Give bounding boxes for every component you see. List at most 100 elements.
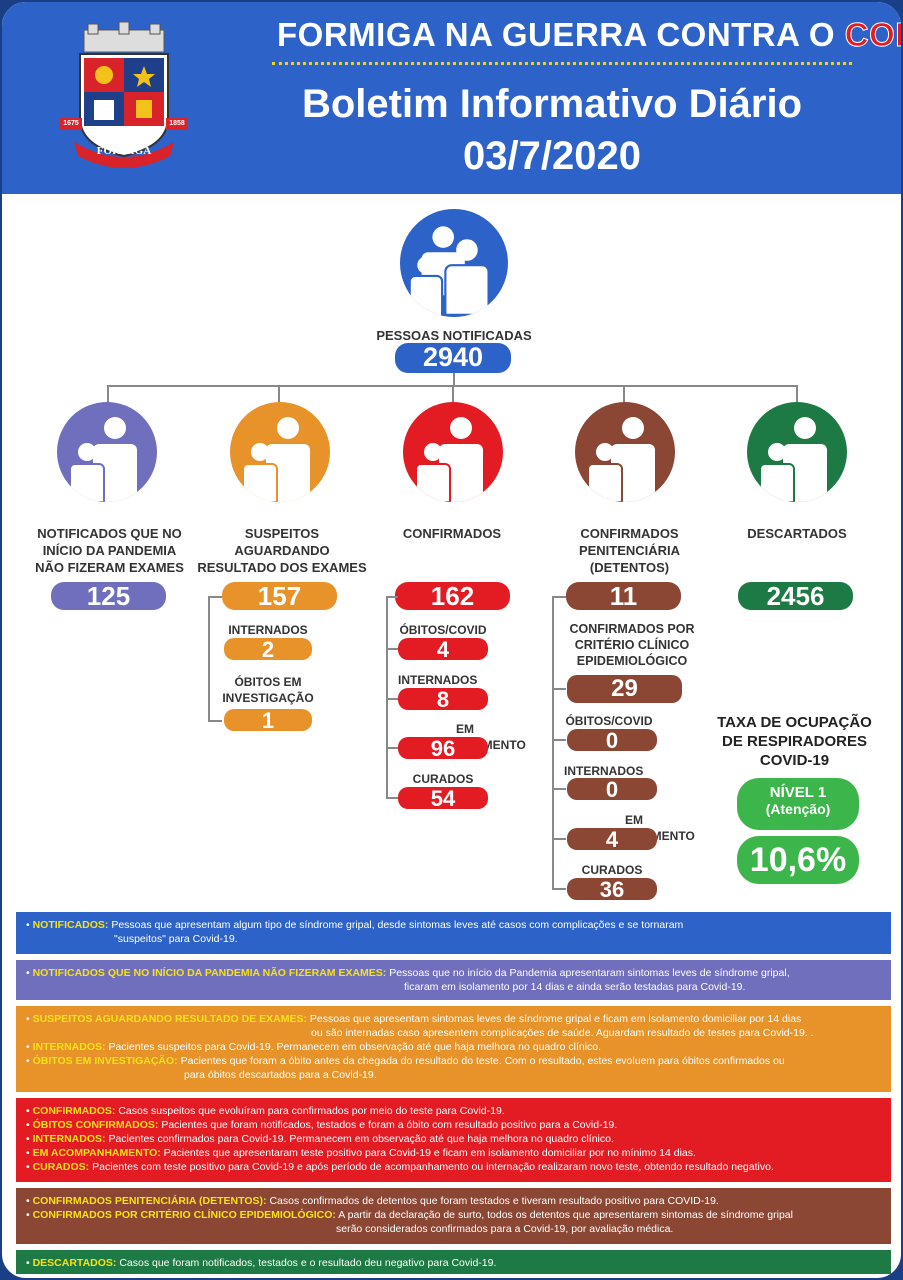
- legend-text: para óbitos descartados para a Covid-19.: [184, 1069, 377, 1081]
- label-discarded: DESCARTADOS: [747, 526, 847, 541]
- legend-key: SUSPEITOS AGUARDANDO RESULTADO DE EXAMES…: [32, 1013, 307, 1025]
- value-prison-recovered: 36: [567, 878, 657, 902]
- crest-name: FORMIGA: [96, 145, 152, 157]
- campaign-title-a: FORMIGA NA GUERRA CONTRA O: [277, 16, 836, 53]
- label-notified: PESSOAS NOTIFICADAS: [376, 328, 532, 343]
- legend-text: ficaram em isolamento por 14 dias e aind…: [404, 981, 746, 993]
- respirator-level-sub: (Atenção): [765, 801, 831, 817]
- tree-line: [386, 596, 398, 598]
- tree-line: [552, 888, 566, 890]
- value-clinical-criteria: 29: [567, 675, 682, 703]
- label-deaths-investigation: ÓBITOS EM INVESTIGAÇÃO: [222, 675, 314, 705]
- legend-key: CONFIRMADOS PENITENCIÁRIA (DETENTOS):: [32, 1195, 267, 1207]
- people-icon-suspects: [230, 402, 330, 502]
- legend-key: NOTIFICADOS QUE NO INÍCIO DA PANDEMIA NÃ…: [32, 967, 387, 979]
- people-icon-confirmed: [403, 402, 503, 502]
- legend-key: CONFIRMADOS:: [32, 1105, 116, 1117]
- value-prison-hospitalized: 0: [567, 778, 657, 802]
- tree-line: [552, 596, 566, 598]
- legend-text: serão considerados confirmados para a Co…: [336, 1223, 674, 1235]
- value-confirmed-monitoring: 96: [398, 737, 488, 761]
- label-confirmed: CONFIRMADOS: [402, 526, 502, 541]
- tree-line: [552, 596, 554, 889]
- tree-line: [208, 596, 222, 598]
- tree-line: [208, 596, 210, 721]
- label-prison-deaths: ÓBITOS/COVID: [565, 714, 653, 728]
- tree-line: [386, 596, 388, 798]
- value-prison: 11: [566, 582, 681, 610]
- label-confirmed-recovered: CURADOS: [412, 772, 474, 786]
- value-not-tested: 125: [51, 582, 166, 610]
- legend-key: EM ACOMPANHAMENTO:: [32, 1147, 161, 1159]
- legend-text: Pessoas que apresentam sintomas leves de…: [309, 1013, 802, 1025]
- value-suspects: 157: [222, 582, 337, 610]
- value-notified: 2940: [395, 343, 511, 373]
- legend-not-tested: • NOTIFICADOS QUE NO INÍCIO DA PANDEMIA …: [16, 960, 891, 1000]
- legend-text: Casos suspeitos que evoluíram para confi…: [118, 1105, 505, 1117]
- tree-line: [107, 385, 109, 407]
- value-suspects-hospitalized: 2: [224, 638, 312, 662]
- legend-text: Pacientes que foram notificados, testado…: [161, 1119, 618, 1131]
- legend-text: Pessoas que apresentam algum tipo de sín…: [111, 919, 684, 931]
- label-confirmed-deaths: ÓBITOS/COVID: [399, 623, 487, 637]
- legend-text: Pacientes com teste positivo para Covid-…: [92, 1161, 774, 1173]
- legend-confirmed: • CONFIRMADOS: Casos suspeitos que evolu…: [16, 1098, 891, 1182]
- legend-key: INTERNADOS:: [32, 1133, 106, 1145]
- respirator-level: NÍVEL 1: [769, 784, 827, 801]
- legend-text: ou são internadas caso apresentem compli…: [311, 1027, 814, 1039]
- legend-text: Pacientes confirmados para Covid-19. Per…: [108, 1133, 614, 1145]
- legend-key: CONFIRMADOS POR CRITÉRIO CLÍNICO EPIDEMI…: [32, 1209, 336, 1221]
- people-icon-notified: [400, 209, 508, 317]
- people-icon-not-tested: [57, 402, 157, 502]
- tree-line: [453, 373, 455, 386]
- page-title: Boletim Informativo Diário: [301, 82, 803, 126]
- respirator-occupancy: 10,6%: [737, 836, 859, 884]
- label-prison-recovered: CURADOS: [581, 863, 643, 877]
- campaign-title: FORMIGA NA GUERRA CONTRA O CORONAVÍRUS: [277, 16, 901, 54]
- label-suspects-hospitalized: INTERNADOS: [228, 623, 308, 637]
- value-prison-deaths: 0: [567, 729, 657, 753]
- label-prison: CONFIRMADOS PENITENCIÁRIA (DETENTOS): [578, 526, 681, 575]
- value-confirmed-recovered: 54: [398, 787, 488, 811]
- legend-key: INTERNADOS:: [32, 1041, 106, 1053]
- people-icon-discarded: [747, 402, 847, 502]
- tree-line: [278, 385, 280, 407]
- legend-discarded: • DESCARTADOS: Casos que foram notificad…: [16, 1250, 891, 1274]
- label-clinical-criteria: CONFIRMADOS POR CRITÉRIO CLÍNICO EPIDEMI…: [569, 622, 695, 668]
- tree-line: [623, 385, 625, 407]
- campaign-title-b: CORONAVÍRUS: [844, 16, 901, 54]
- value-discarded: 2456: [738, 582, 853, 610]
- bulletin-date: 03/7/2020: [463, 134, 641, 178]
- value-prison-monitoring: 4: [567, 828, 657, 852]
- tree-line: [552, 838, 566, 840]
- legend-key: ÓBITOS EM INVESTIGAÇÃO:: [32, 1055, 178, 1067]
- legend-key: NOTIFICADOS:: [32, 919, 109, 931]
- legend-key: DESCARTADOS:: [32, 1257, 117, 1269]
- legend-text: "suspeitos" para Covid-19.: [114, 933, 238, 945]
- tree-line: [386, 698, 398, 700]
- city-crest-icon: [60, 22, 188, 168]
- legend-prison: • CONFIRMADOS PENITENCIÁRIA (DETENTOS): …: [16, 1188, 891, 1244]
- legend-text: Pessoas que no início da Pandemia aprese…: [389, 967, 790, 979]
- header-banner: 1675 1858 FORMIGA FORMIGA NA GUERRA CONT…: [2, 2, 901, 194]
- legend-key: CURADOS:: [32, 1161, 90, 1173]
- legend-notified: • NOTIFICADOS: Pessoas que apresentam al…: [16, 912, 891, 954]
- legend-text: A partir da declaração de surto, todos o…: [338, 1209, 793, 1221]
- legend-text: Casos que foram notificados, testados e …: [119, 1257, 497, 1269]
- tree-line: [386, 747, 398, 749]
- tree-line: [552, 739, 566, 741]
- tree-line: [796, 385, 798, 407]
- tree-line: [552, 788, 566, 790]
- legend-key: ÓBITOS CONFIRMADOS:: [32, 1119, 159, 1131]
- label-prison-hospitalized: INTERNADOS: [564, 764, 644, 778]
- label-suspects: SUSPEITOS AGUARDANDO RESULTADO DOS EXAME…: [197, 526, 367, 575]
- crest-year-right: 1858: [169, 120, 185, 127]
- tree-line: [386, 648, 398, 650]
- legend-suspects: • SUSPEITOS AGUARDANDO RESULTADO DE EXAM…: [16, 1006, 891, 1092]
- legend-text: Pacientes que foram a óbito antes da che…: [180, 1055, 785, 1067]
- crest-year-left: 1675: [63, 120, 79, 127]
- value-confirmed-deaths: 4: [398, 638, 488, 662]
- value-deaths-investigation: 1: [224, 709, 312, 733]
- people-icon-prison: [575, 402, 675, 502]
- tree-line: [452, 385, 454, 407]
